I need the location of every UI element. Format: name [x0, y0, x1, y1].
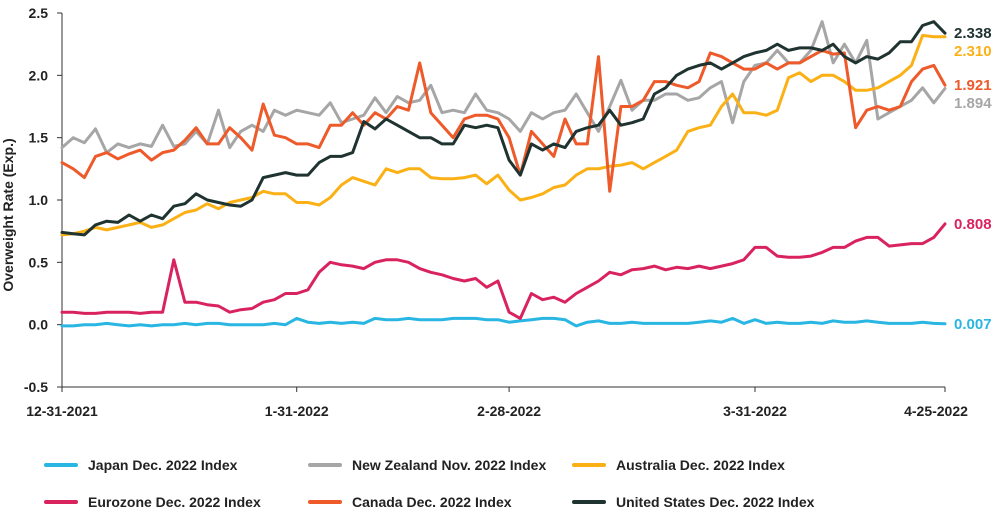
- chart-legend: Japan Dec. 2022 Index New Zealand Nov. 20…: [0, 440, 1000, 520]
- end-value-label: 2.338: [954, 25, 992, 42]
- y-tick-label: 1.0: [29, 192, 49, 208]
- y-axis-ticks: -0.5 0.0 0.5 1.0 1.5 2.0 2.5: [24, 5, 62, 395]
- end-value-label: 2.310: [954, 43, 992, 60]
- series-lines: [60, 20, 947, 328]
- legend-label: New Zealand Nov. 2022 Index: [352, 457, 547, 473]
- legend-item: Japan Dec. 2022 Index: [44, 455, 237, 475]
- y-tick-label: 1.5: [29, 130, 49, 146]
- legend-item: Canada Dec. 2022 Index: [308, 492, 512, 512]
- legend-item: New Zealand Nov. 2022 Index: [308, 455, 546, 475]
- series-line-united-states-dec-2022-index: [60, 20, 947, 237]
- y-tick-label: 0.5: [29, 254, 49, 270]
- series-line-australia-dec-2022-index: [60, 33, 947, 237]
- end-value-label: 0.808: [954, 216, 992, 233]
- legend-swatch: [308, 500, 342, 504]
- line-chart: -0.5 0.0 0.5 1.0 1.5 2.0 2.5 12-31-2021 1-31-20…: [0, 5, 992, 419]
- end-value-label: 1.894: [954, 95, 992, 112]
- legend-item: Eurozone Dec. 2022 Index: [44, 492, 261, 512]
- legend-label: Canada Dec. 2022 Index: [352, 494, 512, 510]
- y-tick-label: -0.5: [24, 379, 48, 395]
- legend-item: United States Dec. 2022 Index: [572, 492, 814, 512]
- legend-label: Eurozone Dec. 2022 Index: [88, 494, 261, 510]
- legend-swatch: [572, 500, 606, 504]
- x-tick-label: 1-31-2022: [265, 403, 329, 419]
- legend-swatch: [44, 463, 78, 467]
- chart-axes: [61, 13, 945, 388]
- x-tick-label: 2-28-2022: [477, 403, 541, 419]
- y-axis-title: Overweight Rate (Exp.): [0, 138, 16, 291]
- series-line-eurozone-dec-2022-index: [60, 222, 947, 320]
- legend-swatch: [44, 500, 78, 504]
- x-tick-label: 4-25-2022: [904, 403, 968, 419]
- y-tick-label: 2.0: [29, 67, 49, 83]
- x-tick-label: 3-31-2022: [723, 403, 787, 419]
- x-tick-label: 12-31-2021: [26, 403, 98, 419]
- legend-item: Australia Dec. 2022 Index: [572, 455, 785, 475]
- end-value-label: 0.007: [954, 316, 992, 333]
- legend-swatch: [308, 463, 342, 467]
- series-line-japan-dec-2022-index: [60, 316, 947, 328]
- y-tick-label: 0.0: [29, 317, 49, 333]
- x-axis-ticks: 12-31-2021 1-31-2022 2-28-2022 3-31-2022 4-2…: [26, 387, 968, 419]
- end-value-label: 1.921: [954, 77, 992, 94]
- legend-label: United States Dec. 2022 Index: [616, 494, 815, 510]
- legend-swatch: [572, 463, 606, 467]
- series-line-canada-dec-2022-index: [60, 48, 947, 193]
- series-line-new-zealand-nov-2022-index: [60, 20, 947, 155]
- legend-label: Japan Dec. 2022 Index: [88, 457, 238, 473]
- legend-label: Australia Dec. 2022 Index: [616, 457, 785, 473]
- y-tick-label: 2.5: [29, 5, 49, 21]
